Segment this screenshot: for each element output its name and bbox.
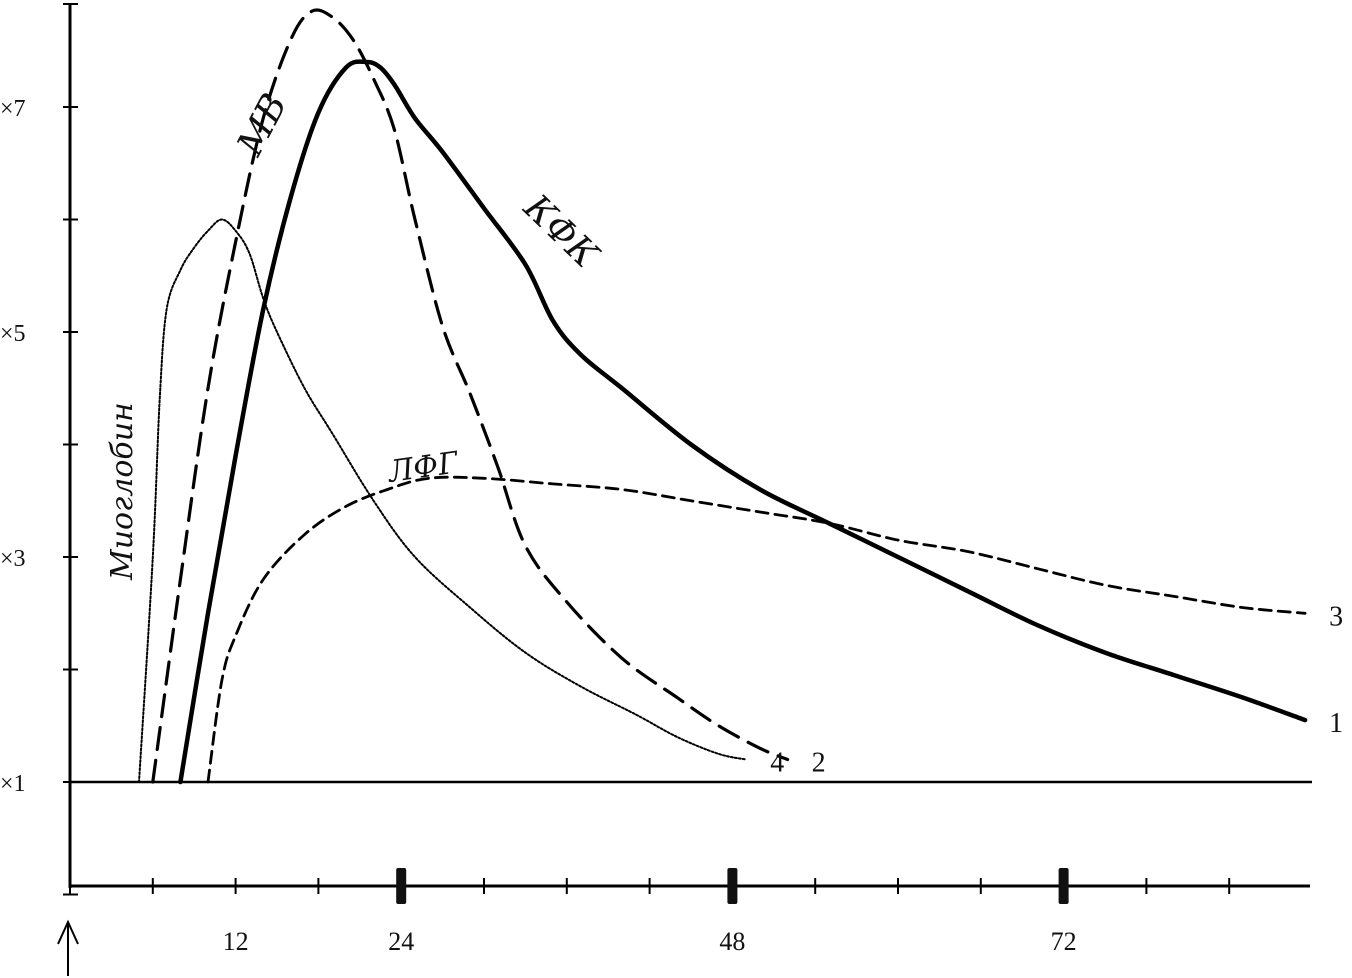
series-line-2 bbox=[151, 8, 790, 784]
axes: 12 24 48 72 ×1 ×3 ×5 ×7 bbox=[0, 3, 1312, 976]
y-tick-label: ×5 bbox=[0, 321, 26, 347]
x-major-marks bbox=[396, 868, 1069, 904]
series-number-label: 2 bbox=[812, 748, 826, 779]
x-tick-label: 72 bbox=[1051, 927, 1077, 956]
series-number-label: 4 bbox=[770, 748, 784, 779]
series-number-label: 1 bbox=[1329, 708, 1343, 739]
label-kfk: КФК bbox=[515, 186, 607, 276]
x-tick-label: 48 bbox=[719, 927, 745, 956]
y-tick-label: ×1 bbox=[0, 771, 26, 797]
y-tick-label: ×3 bbox=[0, 546, 26, 572]
label-myoglobin: Миоглобин bbox=[105, 402, 140, 581]
y-tick-label: ×7 bbox=[0, 96, 26, 122]
x-tick-label: 12 bbox=[223, 927, 249, 956]
series-number-labels: 1 2 3 4 bbox=[770, 601, 1343, 778]
series-line-4 bbox=[138, 218, 748, 783]
x-major-mark bbox=[1058, 868, 1069, 904]
y-tick-labels: ×1 ×3 ×5 ×7 bbox=[0, 96, 26, 797]
series-layer bbox=[138, 8, 1308, 785]
series-line-1 bbox=[178, 59, 1308, 785]
x-tick-labels: 12 24 48 72 bbox=[223, 927, 1077, 956]
x-major-mark bbox=[396, 868, 407, 904]
y-minor-ticks bbox=[63, 3, 78, 896]
handwritten-labels: КФК МВ ЛФГ Миоглобин bbox=[105, 87, 607, 581]
series-line-3 bbox=[206, 475, 1307, 784]
x-tick-label: 24 bbox=[388, 927, 414, 956]
arrow-icon bbox=[57, 919, 79, 976]
x-major-mark bbox=[727, 868, 738, 904]
series-number-label: 3 bbox=[1329, 601, 1343, 632]
label-mv: МВ bbox=[229, 87, 295, 163]
label-lfg: ЛФГ bbox=[384, 445, 461, 490]
